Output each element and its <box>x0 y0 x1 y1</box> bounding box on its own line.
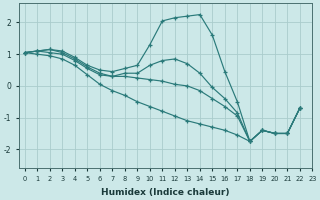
X-axis label: Humidex (Indice chaleur): Humidex (Indice chaleur) <box>101 188 230 197</box>
